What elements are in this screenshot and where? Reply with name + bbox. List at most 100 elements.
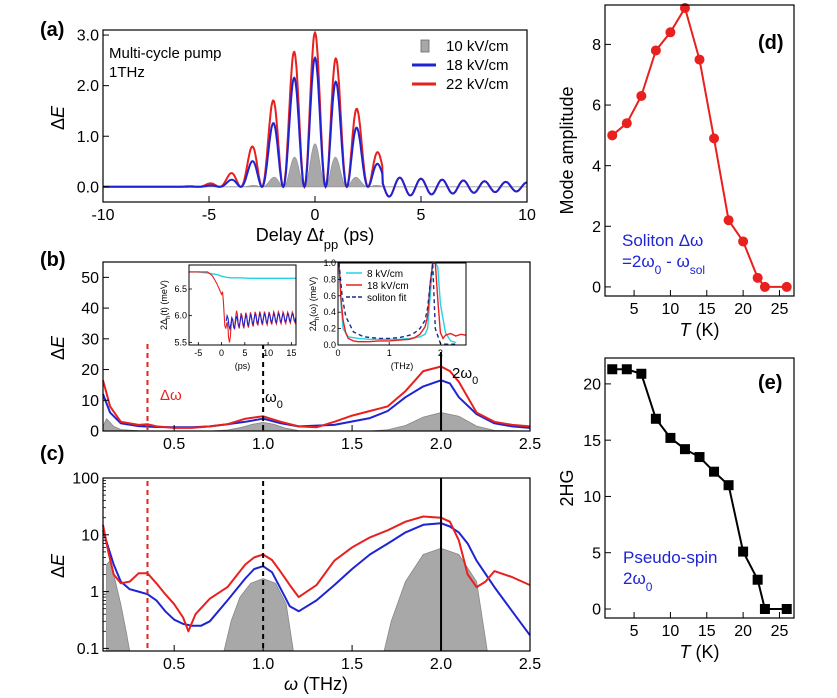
data-point (607, 130, 618, 141)
x-tick-label: 20 (734, 623, 752, 640)
x-tick-label: 0.5 (163, 656, 185, 673)
x-tick-label: 2.5 (519, 436, 541, 453)
text-span: 10 (662, 623, 680, 640)
y-tick-label: 0.1 (77, 641, 99, 658)
text-span: (e) (758, 372, 782, 394)
text-span: 0.5 (163, 436, 185, 453)
y-axis-label-b: ΔE (48, 335, 68, 360)
text-span: 22 kV/cm (446, 76, 509, 93)
text-span: 5 (630, 301, 639, 318)
data-point (709, 133, 720, 144)
y-tick-label: 5 (592, 545, 601, 562)
x-tick-label: 5 (630, 301, 639, 318)
data-point (781, 603, 792, 614)
x-tick-label: 2.5 (519, 656, 541, 673)
text-span: T (680, 320, 693, 340)
text-span: Soliton Δω (622, 231, 703, 250)
text-span: 0.2 (323, 324, 336, 334)
text-span: soliton fit (367, 293, 407, 304)
inset-y-tick-label: 0.6 (323, 291, 336, 301)
text-span: 3.0 (77, 28, 99, 45)
text-span: pp (324, 237, 338, 252)
data-point (723, 480, 734, 491)
plot-frame (604, 4, 795, 297)
text-span: 6 (592, 98, 601, 115)
text-span: =2ω (622, 252, 655, 271)
inset-x-axis-label: (THz) (391, 361, 414, 371)
text-span: (ps) (235, 361, 251, 371)
annotation-line-1: Soliton Δω (622, 231, 703, 250)
inset-x-tick-label: 1 (387, 348, 392, 358)
legend-swatch-gray (420, 39, 430, 53)
y-axis-label-d: Mode amplitude (557, 86, 577, 214)
y-tick-label: 0.0 (77, 179, 99, 196)
text-span: ω (265, 389, 277, 406)
x-axis-label-e: T (K) (680, 642, 720, 662)
text-span: 2.5 (519, 436, 541, 453)
text-span: 1.0 (323, 258, 336, 268)
panel-label-e: (e) (758, 372, 782, 394)
series-line-22-kv-cm (102, 365, 531, 429)
text-span: 15 (698, 301, 716, 318)
text-span: Multi-cycle pump (109, 45, 222, 62)
x-tick-label: -5 (202, 207, 216, 224)
text-span: 5 (417, 207, 426, 224)
text-span: 1THz (109, 64, 145, 81)
text-span: 0 (655, 263, 662, 277)
annotation-line-2: 2ω0 (623, 569, 653, 594)
data-point (759, 281, 770, 292)
inset-legend-label: 18 kV/cm (367, 281, 409, 292)
x-axis-label-a: Delay Δtpp (ps) (256, 225, 375, 252)
text-span: 0 (472, 375, 478, 387)
inset-y-tick-label: 0.0 (323, 340, 336, 350)
legend-label: 22 kV/cm (446, 76, 509, 93)
inset-legend-label: 8 kV/cm (367, 269, 403, 280)
inset-series-8-kv-cm (338, 262, 457, 344)
x-tick-label: 20 (734, 301, 752, 318)
y-tick-label: 0 (592, 602, 601, 619)
inset-y-tick-label: 0.4 (323, 307, 336, 317)
data-point (679, 444, 690, 455)
legend-a: 10 kV/cm 18 kV/cm 22 kV/cm (412, 38, 509, 93)
plot-frame (604, 357, 795, 619)
inset-background (189, 265, 296, 345)
text-span: 2HG (557, 469, 577, 506)
text-span: 30 (81, 331, 99, 348)
annotation-line-1: Pseudo-spin (623, 548, 718, 567)
series-line-18-kv-cm (103, 56, 527, 198)
text-span: h (166, 316, 172, 319)
text-span: (THz) (391, 361, 414, 371)
inset-y-tick-label: 5.5 (174, 337, 187, 347)
inset-x-tick-label: 15 (286, 348, 296, 358)
text-span: (c) (40, 443, 64, 465)
annotation-line-2: =2ω0 - ωsol (622, 252, 705, 277)
text-span: 100 (72, 471, 99, 488)
text-span: Mode amplitude (557, 86, 577, 214)
marker-label-2omega0: 2ω0 (452, 365, 478, 387)
y-tick-label: 50 (81, 270, 99, 287)
text-span: Delay Δ (256, 225, 319, 245)
text-span: 1.5 (341, 436, 363, 453)
x-tick-label: 2.0 (430, 656, 452, 673)
text-span: 8 (592, 37, 601, 54)
x-tick-label: 2.0 (430, 436, 452, 453)
text-span: (ω) (meV) (308, 277, 318, 317)
text-span: 2ω (452, 365, 472, 382)
annotation-pump: Multi-cycle pump (109, 45, 222, 62)
text-span: 5 (242, 348, 247, 358)
data-point (650, 413, 661, 424)
y-tick-label: 10 (81, 393, 99, 410)
text-span: -5 (194, 348, 202, 358)
text-span: 6.5 (174, 284, 187, 294)
text-span: 0.0 (77, 179, 99, 196)
inset-y-tick-label: 6.0 (174, 311, 187, 321)
text-span: 0 (592, 280, 601, 297)
text-span: 5.5 (174, 337, 187, 347)
y-tick-label: 6 (592, 98, 601, 115)
data-point (636, 368, 647, 379)
inset-legend-label: soliton fit (367, 293, 407, 304)
text-span: E (48, 335, 68, 348)
text-span: 20 (583, 376, 601, 393)
x-tick-label: 0.5 (163, 436, 185, 453)
